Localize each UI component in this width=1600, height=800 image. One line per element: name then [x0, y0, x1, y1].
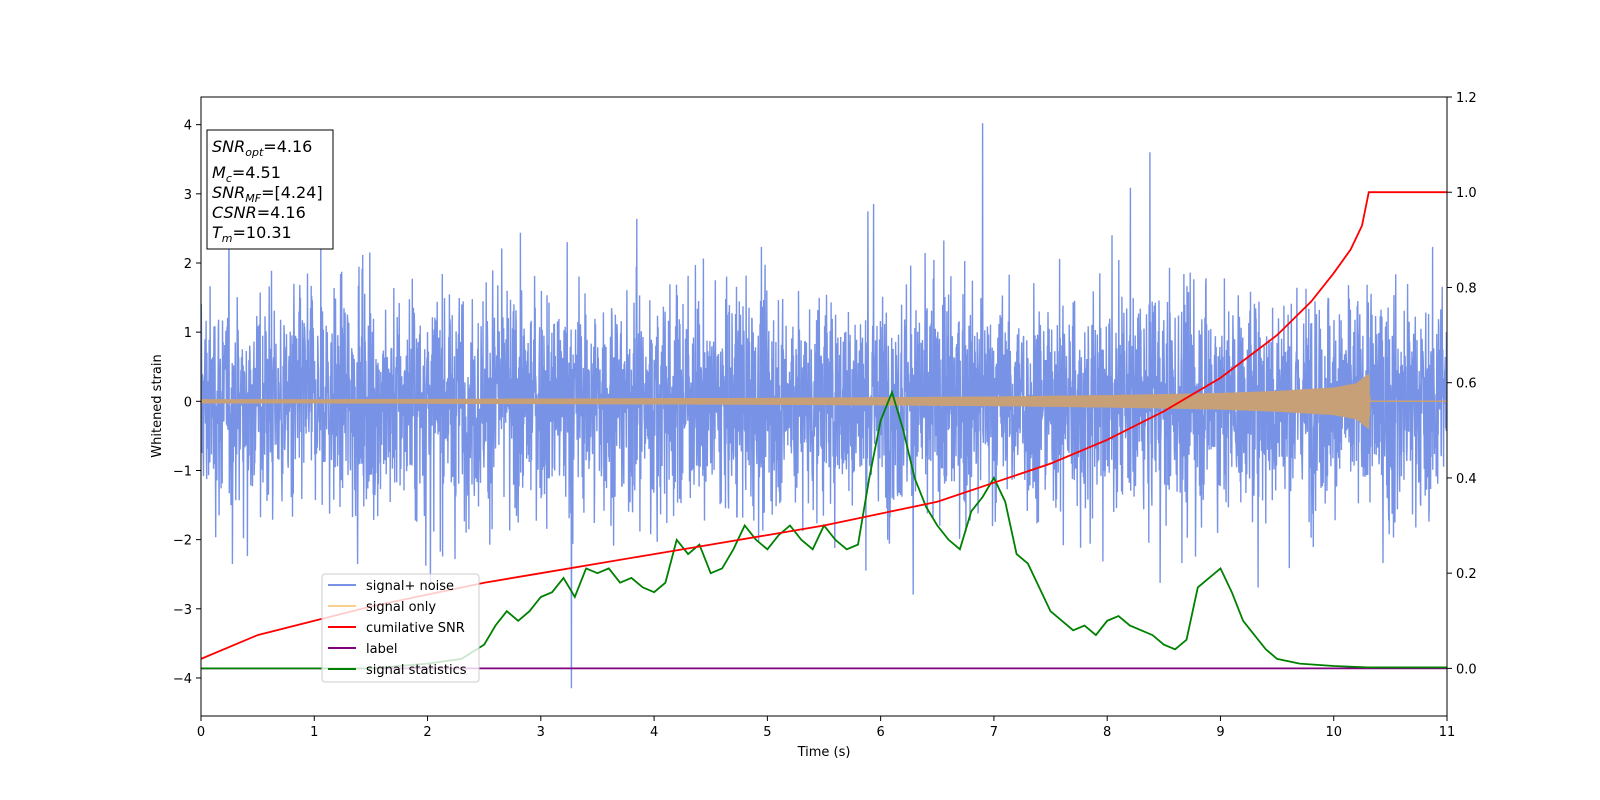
x-tick-label: 10 — [1325, 725, 1342, 740]
annotation-box: SNRopt=4.16 Mc=4.51 SNRMF=[4.24] CSNR=4.… — [206, 129, 334, 250]
y-tick-label: 3 — [184, 188, 192, 203]
x-axis-title: Time (s) — [797, 745, 851, 760]
legend-frame — [321, 573, 480, 683]
plot-frame — [200, 96, 1448, 717]
y2-tick-label: 1.2 — [1456, 91, 1477, 106]
annotation-snr-opt: SNRopt=4.16 — [212, 137, 312, 159]
y-tick-label: 4 — [184, 119, 192, 134]
y-tick-label: 0 — [184, 395, 192, 410]
x-tick-label: 1 — [310, 725, 318, 740]
legend-label-signal-statistics: signal statistics — [366, 663, 467, 678]
annotation-frame — [206, 129, 334, 250]
x-tick-label: 0 — [197, 725, 205, 740]
y-tick-label: −4 — [173, 672, 192, 687]
axes-layer: 0 1 2 3 4 5 6 7 8 9 10 11 −4 −3 −2 −1 0 1 2 3 4 0.0 0.2 0.4 0.6 0… — [173, 91, 1477, 740]
x-tick-label: 9 — [1216, 725, 1224, 740]
x-tick-label: 4 — [650, 725, 658, 740]
y-tick-label: 2 — [184, 257, 192, 272]
legend-label-signal-noise: signal+ noise — [366, 579, 454, 594]
legend: signal+ noise signal only cumilative SNR… — [321, 573, 480, 683]
y-tick-label: −1 — [173, 464, 192, 479]
y-axis-title: Whitened strain — [150, 354, 165, 457]
x-tick-label: 3 — [537, 725, 545, 740]
x-tick-label: 5 — [763, 725, 771, 740]
y2-tick-label: 0.6 — [1456, 377, 1477, 392]
y2-tick-label: 1.0 — [1456, 186, 1477, 201]
y2-tick-label: 0.2 — [1456, 567, 1477, 582]
legend-label-cumulative-snr: cumilative SNR — [366, 621, 465, 636]
y2-tick-label: 0.0 — [1456, 662, 1477, 677]
y2-tick-label: 0.8 — [1456, 281, 1477, 296]
annotation-tm: Tm=10.31 — [212, 223, 292, 245]
y-tick-label: −3 — [173, 603, 192, 618]
series-signal-only — [201, 374, 1447, 429]
annotation-mc: Mc=4.51 — [212, 163, 281, 185]
y2-tick-label: 0.4 — [1456, 472, 1477, 487]
x-tick-label: 7 — [990, 725, 998, 740]
x-tick-label: 6 — [876, 725, 884, 740]
legend-label-signal-only: signal only — [366, 600, 436, 615]
x-tick-label: 11 — [1439, 725, 1456, 740]
signal-series-layer — [201, 374, 1447, 429]
y-tick-label: 1 — [184, 326, 192, 341]
series-signal-statistics — [201, 389, 1447, 670]
legend-label-label: label — [366, 642, 397, 657]
x-tick-label: 2 — [423, 725, 431, 740]
x-tick-label: 8 — [1103, 725, 1111, 740]
y-tick-label: −2 — [173, 534, 192, 549]
annotation-snr-mf: SNRMF=[4.24] — [212, 183, 323, 205]
annotation-csnr: CSNR=4.16 — [212, 203, 306, 222]
